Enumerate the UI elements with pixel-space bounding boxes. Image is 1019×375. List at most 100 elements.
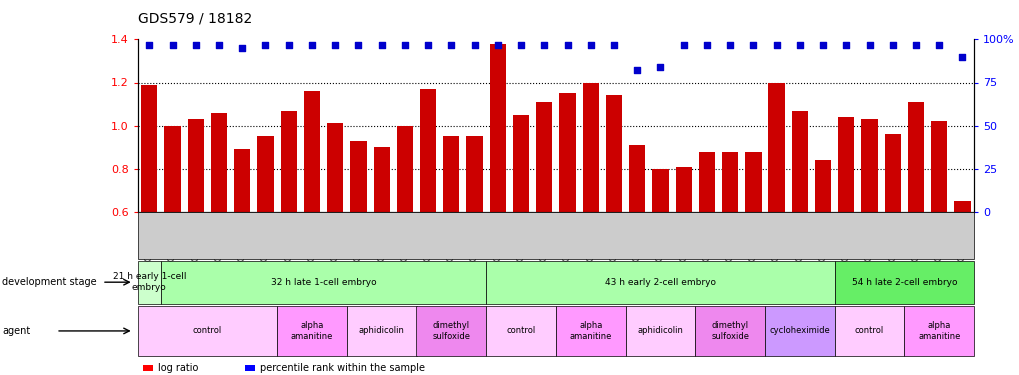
Bar [695,306,764,356]
Point [466,42,482,48]
Bar [834,306,904,356]
Bar [277,306,346,356]
Bar [257,136,273,212]
Bar [767,82,784,212]
Point [141,42,157,48]
Text: percentile rank within the sample: percentile rank within the sample [260,363,425,373]
Point [373,42,389,48]
Point [907,42,923,48]
Bar [629,145,645,212]
Point [513,42,529,48]
Point [558,42,575,48]
Bar [350,141,366,212]
Bar [555,306,625,356]
Bar [513,115,529,212]
Text: aphidicolin: aphidicolin [359,326,405,335]
Bar [838,117,854,212]
Point [304,42,320,48]
Bar [582,82,598,212]
Bar [745,152,761,212]
Bar [138,306,277,356]
Point [698,42,714,48]
Bar [187,119,204,212]
Point [187,42,204,48]
Point [652,64,668,70]
Bar [443,136,459,212]
Bar [489,44,505,212]
Point [442,42,459,48]
Point [327,42,343,48]
Point [420,42,436,48]
Text: control: control [505,326,535,335]
Point [211,42,227,48]
Point [605,42,622,48]
Bar [327,123,343,212]
Bar [466,136,482,212]
Bar [416,306,486,356]
Point [164,42,180,48]
Point [791,42,807,48]
Text: alpha
amanitine: alpha amanitine [290,321,333,340]
Bar [954,201,970,212]
Text: alpha
amanitine: alpha amanitine [917,321,960,340]
Text: control: control [854,326,883,335]
Point [257,42,273,48]
Bar [834,261,973,304]
Point [234,45,251,51]
Point [350,42,366,48]
Bar [791,111,807,212]
Bar [373,147,389,212]
Point [675,42,691,48]
Bar [536,102,552,212]
Bar [141,85,157,212]
Bar [675,166,691,212]
Text: control: control [193,326,222,335]
Text: log ratio: log ratio [158,363,199,373]
Point [489,42,505,48]
Bar [143,364,153,371]
Bar [304,91,320,212]
Bar [280,111,297,212]
Point [767,42,784,48]
Bar [764,306,834,356]
Bar [814,160,830,212]
Bar [652,169,667,212]
Text: 21 h early 1-cell
embryo: 21 h early 1-cell embryo [112,273,185,292]
Bar [930,122,947,212]
Text: alpha
amanitine: alpha amanitine [569,321,611,340]
Text: GDS579 / 18182: GDS579 / 18182 [138,11,252,25]
Point [883,42,900,48]
Point [745,42,761,48]
Text: 43 h early 2-cell embryo: 43 h early 2-cell embryo [604,278,715,286]
Bar [698,152,714,212]
Point [582,42,598,48]
Bar [420,89,436,212]
Point [280,42,297,48]
Point [721,42,738,48]
Text: 54 h late 2-cell embryo: 54 h late 2-cell embryo [851,278,956,286]
Bar [883,134,900,212]
Bar [907,102,923,212]
Text: development stage: development stage [2,277,97,287]
Point [396,42,413,48]
Bar [861,119,876,212]
Bar [396,126,413,212]
Bar [605,96,622,212]
Bar [486,261,834,304]
Point [838,42,854,48]
Bar [164,126,180,212]
Bar [346,306,416,356]
Bar [904,306,973,356]
Text: aphidicolin: aphidicolin [637,326,683,335]
Bar [234,149,250,212]
Point [954,54,970,60]
Bar [211,112,227,212]
Bar [486,306,555,356]
Text: dimethyl
sulfoxide: dimethyl sulfoxide [432,321,470,340]
Text: 32 h late 1-cell embryo: 32 h late 1-cell embryo [270,278,376,286]
Point [536,42,552,48]
Bar [245,364,255,371]
Text: cycloheximide: cycloheximide [768,326,829,335]
Point [930,42,947,48]
Point [629,68,645,74]
